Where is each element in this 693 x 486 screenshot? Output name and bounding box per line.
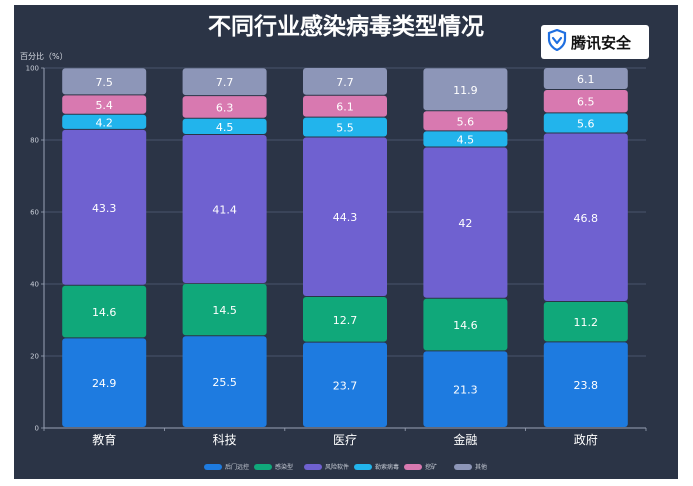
bar-segment bbox=[543, 133, 628, 301]
data-label: 43.3 bbox=[92, 202, 117, 215]
bar-segment bbox=[182, 118, 267, 134]
legend-label: 勒索病毒 bbox=[375, 463, 399, 471]
bar-segment bbox=[543, 113, 628, 133]
x-tick-label: 教育 bbox=[92, 432, 116, 447]
bar-segment bbox=[423, 68, 508, 111]
bar-segment bbox=[303, 95, 387, 117]
chart-frame: 不同行业感染病毒类型情况 腾讯安全 百分比（%） 0 20 40 60 80 100 24.9… bbox=[14, 5, 678, 479]
bar-segment bbox=[543, 342, 628, 427]
y-tick-label: 20 bbox=[30, 353, 39, 361]
legend-swatch bbox=[304, 464, 322, 470]
data-label: 6.1 bbox=[577, 73, 595, 86]
bar-segment bbox=[423, 351, 508, 427]
data-label: 24.9 bbox=[92, 377, 117, 390]
data-label: 42 bbox=[458, 217, 472, 230]
data-label: 6.3 bbox=[216, 101, 234, 114]
data-label: 4.2 bbox=[95, 116, 113, 129]
bar-segment bbox=[543, 68, 628, 89]
legend-label: 挖矿 bbox=[425, 463, 437, 471]
x-tick-label: 金融 bbox=[453, 432, 477, 447]
bar-segment bbox=[543, 89, 628, 113]
y-tick-label: 40 bbox=[30, 281, 39, 289]
y-tick-label: 100 bbox=[26, 65, 39, 73]
y-tick-label: 80 bbox=[30, 137, 39, 145]
y-axis-title: 百分比（%） bbox=[20, 51, 68, 61]
bar-segment bbox=[182, 336, 267, 427]
legend-swatch bbox=[404, 464, 422, 470]
bar-segment bbox=[423, 131, 508, 147]
data-label: 7.7 bbox=[216, 76, 234, 89]
legend-label: 其他 bbox=[475, 463, 487, 471]
data-label: 7.5 bbox=[95, 76, 113, 89]
stacked-bar-chart: 百分比（%） 0 20 40 60 80 100 24.9 14.6 43.3 4.2 5.4 7.5 教… bbox=[20, 51, 647, 471]
y-tick-label: 0 bbox=[35, 425, 39, 433]
bar-segment bbox=[62, 95, 147, 114]
legend-swatch bbox=[354, 464, 372, 470]
legend-label: 风险软件 bbox=[325, 463, 349, 471]
legend-swatch bbox=[454, 464, 472, 470]
data-label: 4.5 bbox=[457, 133, 475, 146]
shield-icon bbox=[547, 28, 567, 56]
data-label: 21.3 bbox=[453, 384, 478, 397]
x-tick-label: 科技 bbox=[213, 433, 237, 447]
x-tick-label: 医疗 bbox=[333, 433, 357, 447]
data-label: 5.6 bbox=[577, 117, 595, 130]
bar-segment bbox=[303, 137, 387, 296]
data-label: 14.5 bbox=[212, 304, 237, 317]
bar-segment bbox=[62, 129, 147, 285]
legend-label: 后门远控 bbox=[225, 463, 249, 471]
bar-segment bbox=[423, 298, 508, 351]
bar-segment bbox=[303, 342, 387, 427]
data-label: 14.6 bbox=[92, 306, 117, 319]
bar-segment bbox=[62, 338, 147, 427]
brand-badge: 腾讯安全 bbox=[541, 25, 649, 59]
legend-swatch bbox=[204, 464, 222, 470]
bar-segment bbox=[62, 114, 147, 129]
legend-label: 感染型 bbox=[275, 463, 293, 471]
x-tick-label: 政府 bbox=[574, 432, 598, 447]
bar-segment bbox=[182, 96, 267, 118]
data-label: 5.5 bbox=[336, 122, 354, 135]
bar-segment bbox=[182, 68, 267, 96]
bar-segment bbox=[423, 147, 508, 298]
data-label: 23.7 bbox=[333, 379, 358, 392]
data-label: 25.5 bbox=[212, 376, 237, 389]
bar-segment bbox=[423, 111, 508, 131]
data-label: 46.8 bbox=[574, 212, 599, 225]
bar-segment bbox=[303, 68, 387, 95]
data-label: 6.1 bbox=[336, 101, 354, 114]
data-label: 11.2 bbox=[574, 316, 599, 329]
chart-title: 不同行业感染病毒类型情况 bbox=[208, 14, 484, 40]
bar-segment bbox=[303, 296, 387, 342]
brand-name: 腾讯安全 bbox=[571, 33, 632, 52]
data-label: 23.8 bbox=[574, 379, 599, 392]
data-label: 7.7 bbox=[336, 76, 354, 89]
data-label: 11.9 bbox=[453, 84, 478, 97]
y-tick-label: 60 bbox=[30, 209, 39, 217]
bar-segment bbox=[543, 302, 628, 342]
bar-segment bbox=[182, 134, 267, 283]
legend-swatch bbox=[254, 464, 272, 470]
data-label: 5.4 bbox=[95, 99, 113, 112]
data-label: 14.6 bbox=[453, 319, 478, 332]
bar-segment bbox=[62, 285, 147, 338]
data-label: 12.7 bbox=[333, 314, 358, 327]
data-label: 41.4 bbox=[212, 203, 237, 216]
bar-segment bbox=[62, 68, 147, 95]
data-label: 44.3 bbox=[333, 211, 358, 224]
data-label: 4.5 bbox=[216, 121, 234, 134]
data-label: 6.5 bbox=[577, 96, 595, 109]
data-label: 5.6 bbox=[457, 115, 475, 128]
bar-segment bbox=[303, 117, 387, 137]
bar-segment bbox=[182, 284, 267, 336]
